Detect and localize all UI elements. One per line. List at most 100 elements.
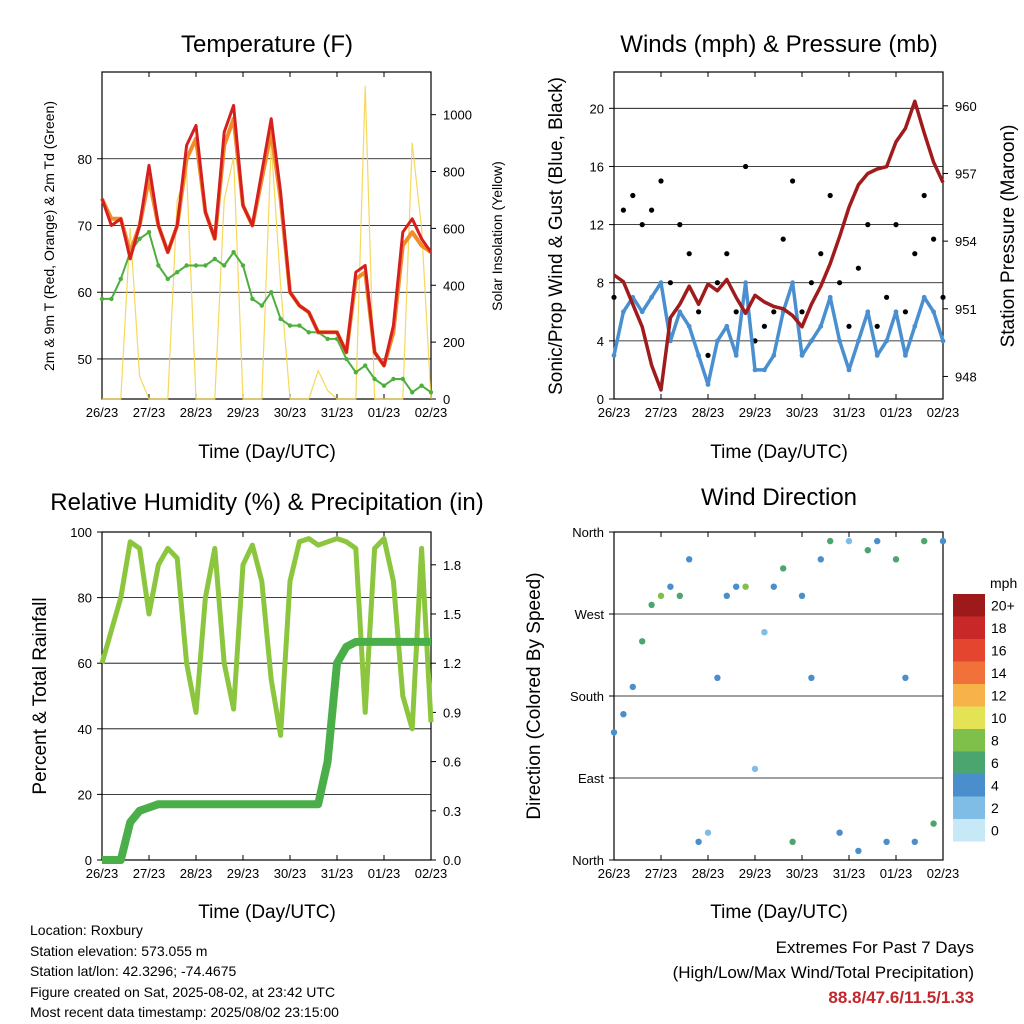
direction-point: [723, 592, 730, 599]
temperature-x-label: Time (Day/UTC): [198, 442, 336, 463]
direction-point: [648, 601, 655, 609]
humidity-line: [99, 536, 434, 738]
direction-point: [751, 765, 759, 773]
humidity-y2-tick-label: 0.6: [443, 755, 461, 770]
temperature-x-tick-label: 27/23: [133, 405, 166, 420]
gust-point: [649, 207, 655, 213]
gust-point: [855, 265, 862, 271]
gust-point: [837, 280, 843, 286]
direction-point: [939, 537, 947, 545]
temperature-y2-tick-label: 200: [443, 335, 465, 350]
direction-point: [845, 537, 853, 545]
station-location: Location: Roxbury: [30, 922, 143, 938]
legend-label: 20+: [991, 597, 1015, 613]
extremes-values: 88.8/47.6/11.5/1.33: [828, 988, 974, 1007]
gust-point: [630, 192, 636, 199]
wind-point: [649, 294, 654, 300]
legend-swatch: [953, 639, 985, 662]
winds-y-tick-label: 12: [590, 218, 604, 233]
direction-point: [874, 537, 881, 545]
legend-label: 14: [991, 665, 1007, 681]
winds-x-tick-label: 31/23: [833, 405, 866, 420]
gust-point: [639, 222, 645, 228]
legend-label: 0: [991, 822, 999, 838]
wind-point: [743, 280, 748, 286]
humidity-y2-tick-label: 0.0: [443, 853, 461, 868]
winds-y2-tick-label: 957: [955, 166, 977, 181]
humidity-x-tick-label: 26/23: [86, 866, 119, 881]
station-info: Location: Roxbury Station elevation: 573…: [30, 920, 339, 1023]
legend-label: 4: [991, 777, 999, 793]
winds-y-tick-label: 16: [590, 159, 604, 174]
wind-point: [856, 338, 861, 344]
direction-point: [704, 829, 712, 836]
temperature-x-tick-label: 30/23: [274, 405, 307, 420]
wind-point: [921, 294, 927, 300]
direction-point: [610, 729, 618, 736]
winds-x-tick-label: 26/23: [598, 405, 631, 420]
temperature-y-tick-label: 80: [78, 152, 92, 167]
temperature-x-tick-label: 31/23: [321, 405, 354, 420]
gust-point: [658, 178, 664, 184]
winds-x-tick-label: 01/23: [880, 405, 913, 420]
wind-point: [931, 309, 936, 315]
direction-point: [892, 556, 900, 563]
legend-swatch: [953, 661, 985, 684]
station-elevation: Station elevation: 573.055 m: [30, 942, 208, 959]
humidity-y2-tick-label: 1.8: [443, 558, 461, 573]
solar-insolation-line: [102, 85, 432, 400]
wind-point: [837, 338, 842, 344]
pressure-line: [612, 99, 945, 392]
gust-point: [912, 251, 918, 257]
winds-x-tick-label: 28/23: [692, 405, 725, 420]
humidity-x-tick-label: 27/23: [133, 866, 166, 881]
station-latlon: Station lat/lon: 42.3296; -74.4675: [30, 963, 237, 979]
extremes-box: Extremes For Past 7 Days (High/Low/Max W…: [673, 935, 974, 1010]
gust-point: [771, 309, 777, 315]
direction-point: [770, 583, 777, 590]
direction-title: Wind Direction: [701, 484, 857, 511]
wind-point: [677, 309, 683, 315]
wind-point: [790, 280, 795, 286]
direction-plot: 26/23 27/23 28/23 29/23 30/23 31/23 01/23 02/23…: [570, 525, 959, 881]
temperature-y-tick-label: 60: [78, 285, 92, 300]
humidity-y-tick-label: 40: [78, 722, 92, 737]
gust-point: [705, 352, 711, 358]
winds-frame: [613, 71, 944, 400]
recent-timestamp: Most recent data timestamp: 2025/08/02 2…: [30, 1004, 339, 1020]
winds-y2-label: Station Pressure (Maroon): [998, 125, 1019, 348]
humidity-y-label: Percent & Total Rainfall: [30, 597, 51, 794]
wind-point: [611, 353, 617, 358]
wind-point: [865, 309, 871, 315]
rainfall-line: [102, 637, 431, 864]
gust-point: [846, 323, 852, 329]
gust-point: [677, 222, 683, 228]
direction-point: [780, 565, 787, 572]
direction-point: [883, 838, 890, 845]
winds-y2-tick-label: 960: [955, 99, 977, 114]
wind-point: [874, 353, 880, 358]
temperature-y-tick-label: 70: [78, 218, 92, 233]
temperature-y2-tick-label: 400: [443, 278, 465, 293]
direction-point: [676, 592, 683, 599]
direction-point: [798, 592, 806, 599]
legend-label: 10: [991, 710, 1007, 726]
direction-y-tick-label: North: [572, 525, 604, 540]
direction-x-tick-label: 28/23: [692, 866, 725, 881]
humidity-title: Relative Humidity (%) & Precipitation (i…: [50, 489, 483, 516]
legend-title: mph: [990, 575, 1017, 591]
winds-y2-tick-label: 954: [955, 234, 977, 249]
wind-point: [621, 309, 626, 315]
legend-swatch: [953, 796, 985, 819]
wind-point: [846, 367, 852, 373]
humidity-y-tick-label: 100: [70, 525, 92, 540]
temperature-y2-tick-label: 1000: [443, 108, 472, 123]
temperature-y-tick-label: 50: [78, 352, 92, 367]
legend-label: 18: [991, 620, 1007, 636]
extremes-subtitle: (High/Low/Max Wind/Total Precipitation): [672, 963, 974, 982]
wind-point: [818, 323, 824, 329]
wind-point: [752, 367, 758, 373]
gust-point: [780, 236, 786, 242]
wind-point: [912, 323, 918, 329]
gust-point: [799, 309, 805, 315]
